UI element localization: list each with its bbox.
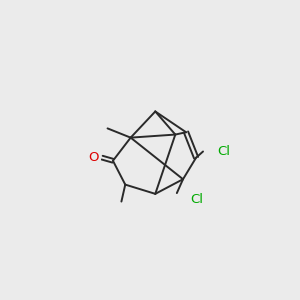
Text: Cl: Cl bbox=[191, 193, 204, 206]
Text: Cl: Cl bbox=[217, 145, 230, 158]
Text: O: O bbox=[88, 151, 99, 164]
